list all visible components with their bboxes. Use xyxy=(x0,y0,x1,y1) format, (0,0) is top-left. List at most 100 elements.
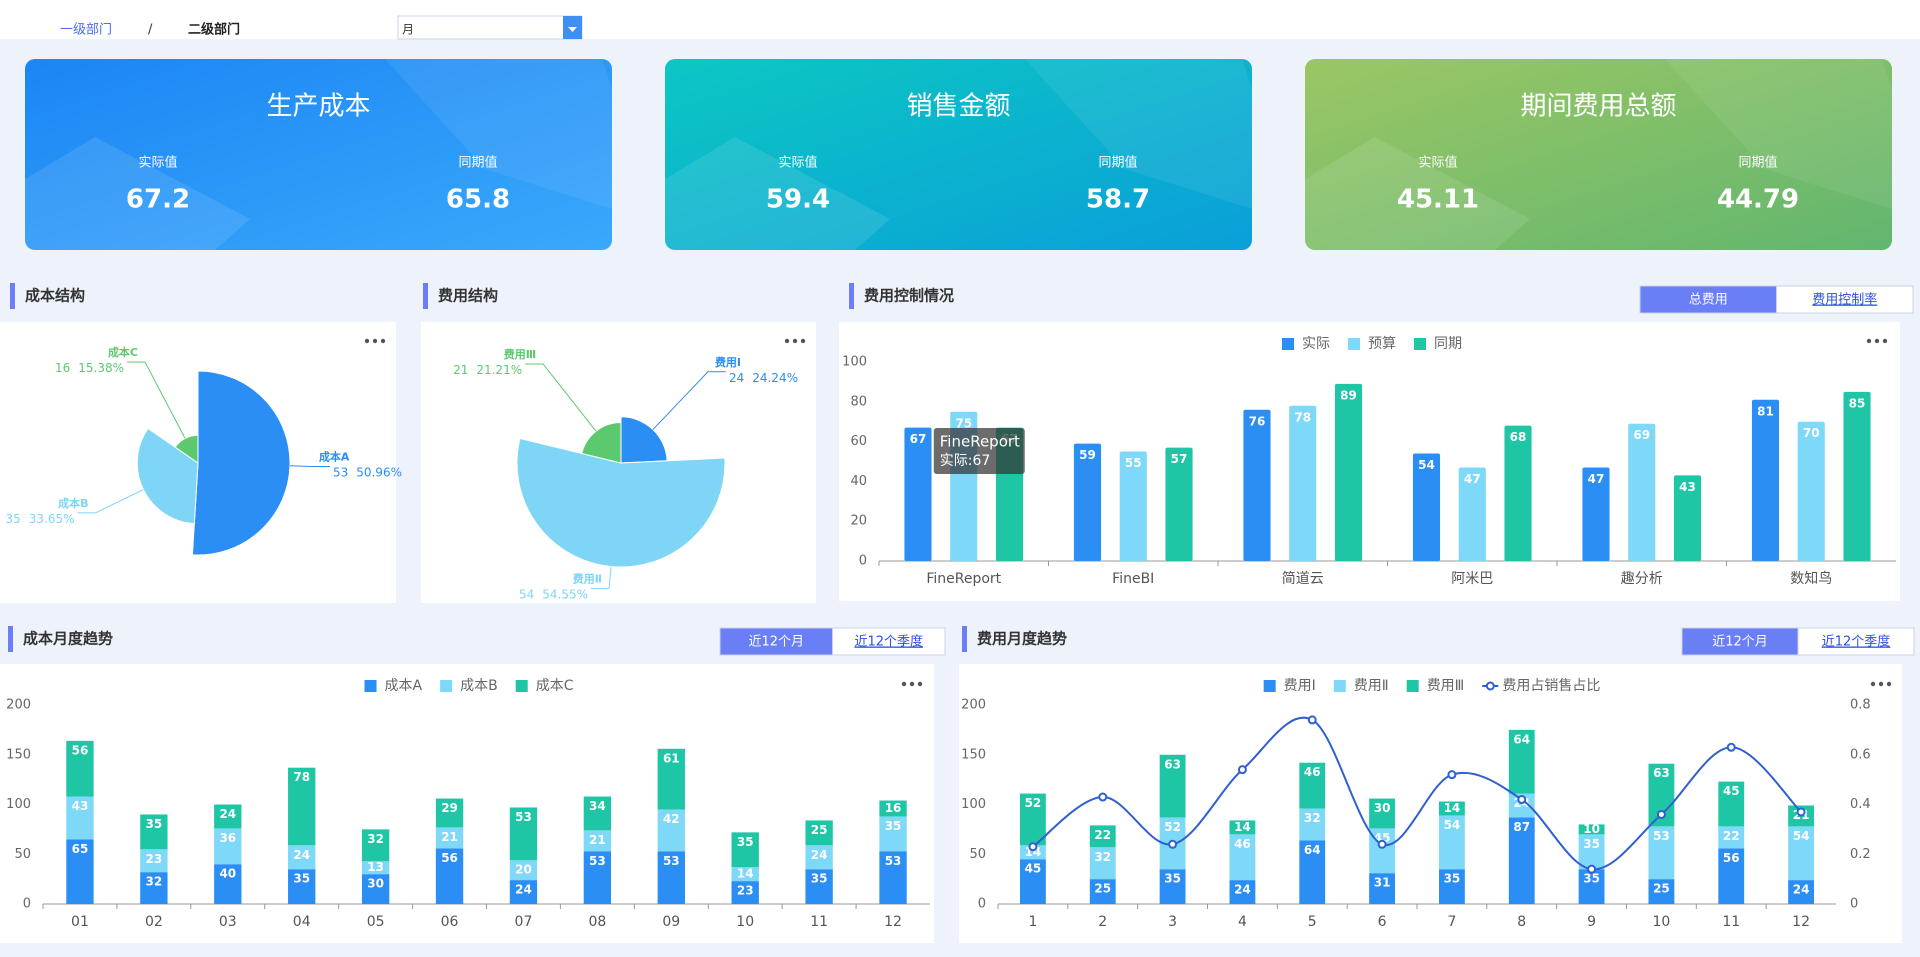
legend-label: 成本A xyxy=(385,678,423,694)
bar-segment xyxy=(1299,840,1326,904)
legend-item[interactable]: 成本A xyxy=(364,678,423,694)
label-line xyxy=(127,361,186,439)
x-tick-label: 01 xyxy=(71,914,89,930)
bar-label: 16 xyxy=(885,801,902,815)
bar-segment xyxy=(805,820,833,846)
tab[interactable]: 费用控制率 xyxy=(1776,285,1914,314)
kpi-label: 同期值 xyxy=(1738,155,1777,171)
x-tick-label: 趣分析 xyxy=(1621,571,1663,587)
legend-item[interactable]: 同期 xyxy=(1414,336,1462,352)
card-title: 期间费用总额 xyxy=(1520,92,1676,122)
section-accent xyxy=(423,283,428,309)
menu-dot xyxy=(909,681,915,687)
legend-item[interactable]: 费用Ⅰ xyxy=(1263,678,1316,694)
tab[interactable]: 近12个季度 xyxy=(1797,627,1915,656)
kpi-value: 67.2 xyxy=(126,185,190,215)
legend-item[interactable]: 预算 xyxy=(1348,336,1396,352)
more-menu[interactable] xyxy=(364,338,386,344)
bar-segment xyxy=(435,827,464,849)
kpi-value: 45.11 xyxy=(1397,185,1479,215)
bar-label: 35 xyxy=(1583,837,1600,851)
card-bg xyxy=(25,59,612,250)
top-bar xyxy=(0,0,1920,39)
slice-value: 21 xyxy=(453,362,468,376)
more-menu[interactable] xyxy=(1866,338,1888,344)
more-menu[interactable] xyxy=(901,681,923,687)
more-menu[interactable] xyxy=(1870,681,1892,687)
bar-label: 23 xyxy=(146,852,163,866)
bar-label: 55 xyxy=(1125,456,1142,470)
tab[interactable]: 近12个季度 xyxy=(832,627,946,656)
more-menu[interactable] xyxy=(784,338,806,344)
bar-label: 24 xyxy=(293,848,310,862)
tab[interactable]: 近12个月 xyxy=(1681,627,1799,656)
legend-marker xyxy=(1263,680,1276,692)
bar-label: 53 xyxy=(589,854,606,868)
x-tick-label: 5 xyxy=(1308,914,1317,930)
legend-item[interactable]: 成本C xyxy=(515,678,574,694)
bar xyxy=(1412,453,1441,561)
bar-segment xyxy=(509,860,538,881)
bar-segment xyxy=(1019,845,1046,860)
bar-label: 14 xyxy=(1234,820,1251,834)
card-decor xyxy=(1025,59,1252,209)
x-tick-label: 数知鸟 xyxy=(1790,570,1832,587)
slice-value: 24 xyxy=(729,370,744,384)
bar-segment xyxy=(731,881,759,904)
menu-dot xyxy=(372,338,378,344)
bar xyxy=(1843,391,1871,561)
legend-item[interactable]: 费用Ⅱ xyxy=(1333,678,1389,694)
section-title: 成本结构 xyxy=(25,287,85,305)
bar-label: 36 xyxy=(219,831,236,845)
bar-segment xyxy=(66,740,94,797)
y-tick-label: 150 xyxy=(961,747,986,762)
kpi-value: 58.7 xyxy=(1086,185,1150,215)
slice-name: 成本A xyxy=(319,449,350,463)
bar-segment xyxy=(1578,869,1605,904)
bar-segment xyxy=(361,874,390,904)
pie-slice xyxy=(581,422,622,464)
tab-label: 近12个月 xyxy=(1712,635,1768,650)
bar-label: 35 xyxy=(1444,872,1461,886)
y-tick-label: 0 xyxy=(23,897,31,912)
bar-label: 65 xyxy=(72,842,89,856)
legend-label: 实际 xyxy=(1302,336,1330,352)
line-point xyxy=(1028,842,1038,852)
breadcrumb-item[interactable]: 二级部门 xyxy=(188,22,240,38)
menu-dot xyxy=(1870,681,1876,687)
bar-label: 25 xyxy=(811,823,828,837)
bar-segment xyxy=(731,867,759,882)
y-tick-label: 100 xyxy=(961,797,986,812)
bar-label: 35 xyxy=(737,835,754,849)
line-point xyxy=(1656,809,1666,819)
x-tick-label: 05 xyxy=(367,914,385,930)
bar-label: 54 xyxy=(1418,458,1435,472)
legend-item[interactable]: 实际 xyxy=(1282,336,1330,352)
legend-item[interactable]: 费用占销售占比 xyxy=(1482,678,1600,694)
x-tick-label: 10 xyxy=(1653,914,1671,930)
x-tick-label: 11 xyxy=(810,914,828,930)
line-point xyxy=(1517,795,1527,805)
menu-dot xyxy=(1878,681,1884,687)
legend: 实际 预算 同期 xyxy=(1282,336,1462,352)
period-select[interactable]: 月 xyxy=(397,15,583,40)
kpi-label: 实际值 xyxy=(778,155,817,171)
bar-label: 13 xyxy=(367,860,384,874)
panel-bg xyxy=(959,664,1902,943)
legend-marker xyxy=(440,680,453,692)
bar-segment xyxy=(361,829,390,862)
legend-item[interactable]: 费用Ⅲ xyxy=(1406,678,1465,694)
bar-segment xyxy=(1089,825,1116,848)
bar-label: 56 xyxy=(72,743,89,757)
legend-item[interactable]: 成本B xyxy=(440,678,498,694)
y-tick-label: 0 xyxy=(978,897,986,912)
bar-segment xyxy=(214,828,242,865)
bar-segment xyxy=(1508,729,1535,794)
x-tick-label: 12 xyxy=(1792,914,1810,930)
tab[interactable]: 近12个月 xyxy=(719,627,833,656)
card-bg xyxy=(665,59,1252,250)
breadcrumb-item[interactable]: 一级部门 xyxy=(60,23,112,38)
tab-bg xyxy=(1639,285,1777,314)
tab[interactable]: 总费用 xyxy=(1639,285,1777,314)
y-tick-label: 40 xyxy=(850,474,867,489)
